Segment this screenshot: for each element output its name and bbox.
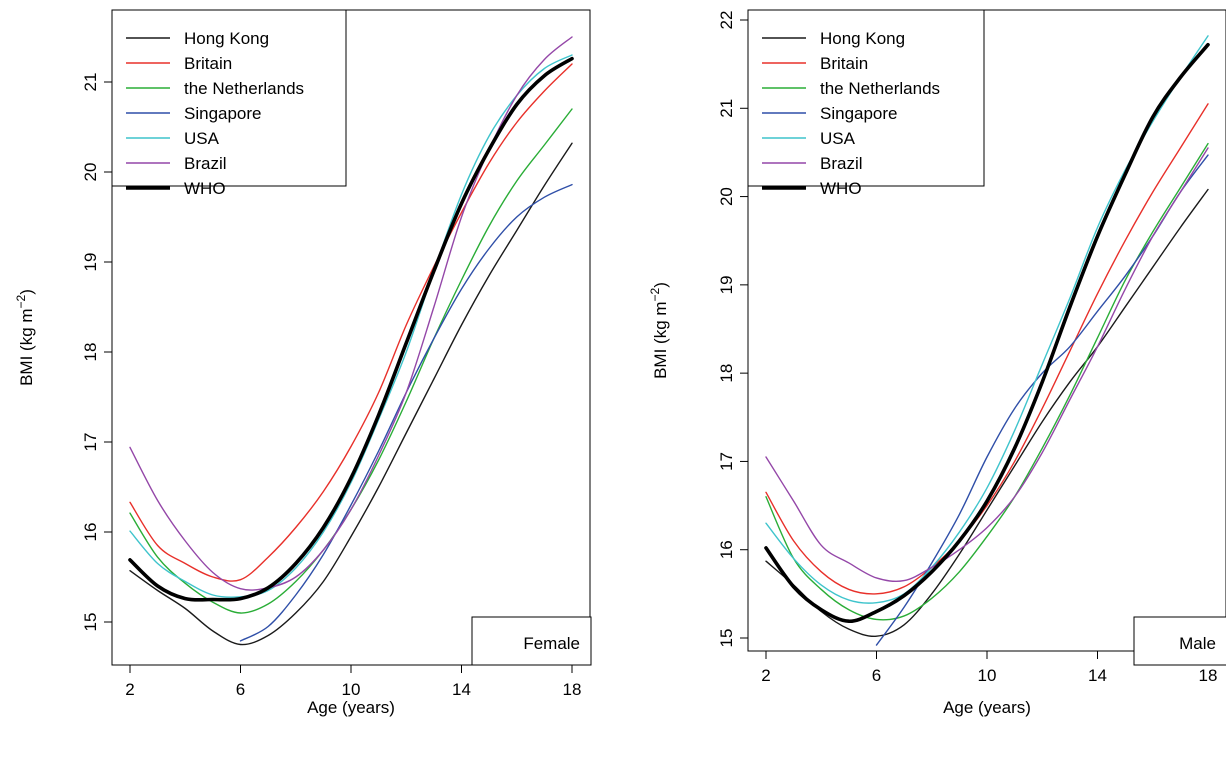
x-tick-label: 18 <box>563 680 582 699</box>
y-axis-label: BMI (kg m−2) <box>648 282 670 379</box>
series-line-usa <box>129 54 573 598</box>
panel-label-box <box>471 616 592 666</box>
x-tick-label: 2 <box>761 666 770 685</box>
y-tick-label: 15 <box>81 613 100 632</box>
y-tick-label: 22 <box>717 11 736 30</box>
legend-label: USA <box>184 129 220 148</box>
series-line-hong-kong <box>129 142 573 646</box>
legend-label: Singapore <box>820 104 898 123</box>
legend-label: WHO <box>184 179 226 198</box>
y-tick-label: 18 <box>81 343 100 362</box>
y-tick-label: 16 <box>717 540 736 559</box>
series-line-hong-kong <box>765 188 1209 638</box>
series-line-britain <box>765 103 1209 595</box>
series-line-brazil <box>765 147 1209 583</box>
series-line-britain <box>129 63 573 582</box>
y-tick-label: 20 <box>81 163 100 182</box>
y-tick-label: 20 <box>717 187 736 206</box>
legend-label: Singapore <box>184 104 262 123</box>
x-tick-label: 6 <box>236 680 245 699</box>
x-tick-label: 18 <box>1199 666 1218 685</box>
x-axis-label: Age (years) <box>943 698 1031 717</box>
y-tick-label: 15 <box>717 629 736 648</box>
panel-label: Female <box>523 634 580 653</box>
legend-label: USA <box>820 129 856 148</box>
panel-label-box <box>1133 616 1226 666</box>
x-tick-label: 14 <box>452 680 471 699</box>
legend-label: Brazil <box>820 154 863 173</box>
legend-box <box>747 9 985 187</box>
x-tick-label: 14 <box>1088 666 1107 685</box>
y-tick-label: 18 <box>717 364 736 383</box>
y-tick-label: 21 <box>81 73 100 92</box>
y-tick-label: 19 <box>81 253 100 272</box>
legend-label: Hong Kong <box>820 29 905 48</box>
y-tick-label: 17 <box>81 433 100 452</box>
series-line-singapore <box>875 154 1209 646</box>
series-line-singapore <box>239 183 573 642</box>
y-tick-label: 17 <box>717 452 736 471</box>
x-tick-label: 10 <box>978 666 997 685</box>
series-line-the-netherlands <box>765 142 1209 621</box>
series-line-who <box>128 56 574 602</box>
legend-label: the Netherlands <box>184 79 304 98</box>
chart-panel-female: 2 6 10 14 18 15 16 17 18 19 20 21 Age (years) BMI (kg… <box>14 9 592 717</box>
legend-label: Hong Kong <box>184 29 269 48</box>
x-tick-label: 6 <box>872 666 881 685</box>
legend-label: Britain <box>184 54 232 73</box>
x-tick-label: 2 <box>125 680 134 699</box>
x-tick-label: 10 <box>342 680 361 699</box>
y-axis-label: BMI (kg m−2) <box>14 289 36 386</box>
chart-panel-male: 2 6 10 14 18 15 16 17 18 19 20 21 22 Age (years) BMI (… <box>648 9 1226 717</box>
y-tick-label: 16 <box>81 523 100 542</box>
panel-label: Male <box>1179 634 1216 653</box>
legend-label: Brazil <box>184 154 227 173</box>
x-axis-label: Age (years) <box>307 698 395 717</box>
y-tick-label: 19 <box>717 275 736 294</box>
y-tick-label: 21 <box>717 99 736 118</box>
legend-label: Britain <box>820 54 868 73</box>
legend-label: the Netherlands <box>820 79 940 98</box>
legend-label: WHO <box>820 179 862 198</box>
series-line-who <box>764 42 1210 624</box>
legend-box <box>111 9 347 187</box>
